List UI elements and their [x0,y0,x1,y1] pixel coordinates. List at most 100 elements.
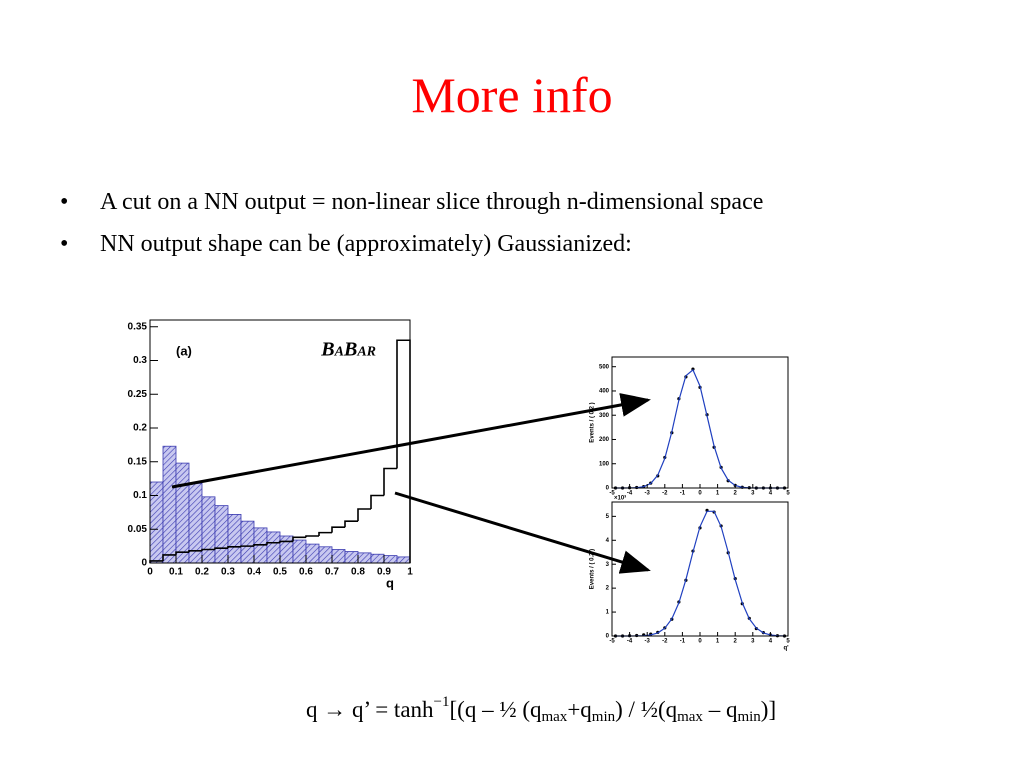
histogram-bar [227,514,242,564]
y-tick-label: 0.2 [133,423,147,434]
bullet: NN output shape can be (approximately) G… [60,226,763,268]
histogram-bar [175,462,190,564]
formula-part: ) / ½(q [615,697,677,722]
x-tick-label: 0.1 [169,567,183,578]
histogram-bar [279,535,294,564]
formula-part: )] [761,697,776,722]
x-tick-label: 0.9 [377,567,391,578]
y-tick-label: 0.25 [128,389,148,400]
histogram-step [357,508,371,522]
histogram-bar [331,549,346,564]
x-tick-label: 0.6 [299,567,313,578]
x-tick-label: 2 [734,639,738,645]
y-tick-label: 5 [606,514,610,520]
y-tick-label: 100 [599,461,610,467]
histogram-step [240,545,254,547]
y-tick-label: 0.35 [128,321,148,332]
histogram-step [175,551,189,555]
formula-part: – q [703,697,738,722]
histogram-step [227,546,241,549]
x-axis-label: q' [783,646,789,652]
formula-part: min [737,709,761,725]
histogram-bar [201,496,216,564]
histogram-bar [149,481,164,564]
x-tick-label: -5 [609,639,615,645]
bullet: A cut on a NN output = non-linear slice … [60,184,763,226]
histogram-step [162,554,176,561]
arrow [171,393,651,489]
formula-part: +q [567,697,592,722]
y-axis-label: Events / ( 0.2 ) [590,549,596,589]
y-axis-label: Events / ( 0.2 ) [590,402,596,442]
x-tick-label: 1 [716,639,720,645]
x-tick-label: 0 [147,567,153,578]
x-tick-label: 0.5 [273,567,287,578]
y-multiplier: ×10³ [614,495,626,502]
x-tick-label: 1 [407,567,413,578]
x-tick-label: 3 [751,639,755,645]
histogram-step [266,541,280,545]
x-tick-label: 0.8 [351,567,365,578]
x-tick-label: -2 [662,491,668,497]
formula-part: [(q – ½ (q [450,697,542,722]
histogram-step [305,535,319,538]
formula: q → q’ = tanh−1[(q – ½ (qmax+qmin) / ½(q… [306,694,776,725]
y-tick-label: 0 [141,558,147,569]
x-tick-label: 5 [786,491,790,497]
histogram-step [279,540,293,543]
histogram-bar [383,555,398,564]
histogram-step [370,494,384,509]
x-tick-label: 0.2 [195,567,209,578]
histogram-bar [344,551,359,564]
x-tick-label: 1 [716,491,720,497]
histogram-step [201,548,215,551]
histogram-step [214,547,228,550]
y-tick-label: 0.05 [128,524,148,535]
y-tick-label: 500 [599,364,610,370]
histogram-bar [370,553,385,564]
y-tick-label: 300 [599,413,610,419]
formula-part: −1 [434,694,450,710]
x-tick-label: -3 [645,491,651,497]
histogram-bar [292,539,307,564]
formula-part: max [677,709,703,725]
x-tick-label: -2 [662,639,668,645]
y-tick-label: 0.3 [133,355,147,366]
y-tick-label: 200 [599,437,610,443]
x-tick-label: 0 [698,639,702,645]
x-tick-label: 3 [751,491,755,497]
histogram-bar [240,520,255,564]
histogram-bar [396,556,411,564]
histogram-step [253,543,267,547]
histogram-step [292,536,306,542]
histogram-step [344,520,358,528]
y-tick-label: 1 [606,610,610,616]
y-tick-label: 0.15 [128,456,148,467]
x-tick-label: -5 [609,491,615,497]
y-tick-label: 3 [606,562,610,568]
formula-part: max [541,709,567,725]
histogram-bar [266,531,281,564]
slide-title: More info [411,67,613,123]
x-tick-label: 0.3 [221,567,235,578]
y-tick-label: 0 [606,634,610,640]
y-tick-label: 400 [599,389,610,395]
x-tick-label: -3 [645,639,651,645]
histogram-step [383,467,397,496]
panel-label: (a) [176,343,192,358]
histogram-bar [357,552,372,564]
x-tick-label: 4 [769,639,773,645]
histogram-bar [162,445,177,564]
histogram-bar [305,543,320,564]
x-axis-label: q [386,575,394,590]
experiment-logo: BaBar [320,339,376,361]
formula-part: q → q’ = tanh [306,697,434,722]
histogram-bar [214,505,229,564]
histogram-step [188,550,202,553]
histogram-bar [318,546,333,564]
x-tick-label: -4 [627,639,633,645]
y-tick-label: 0.1 [133,490,147,501]
arrow [394,491,651,574]
x-tick-label: 5 [786,639,790,645]
